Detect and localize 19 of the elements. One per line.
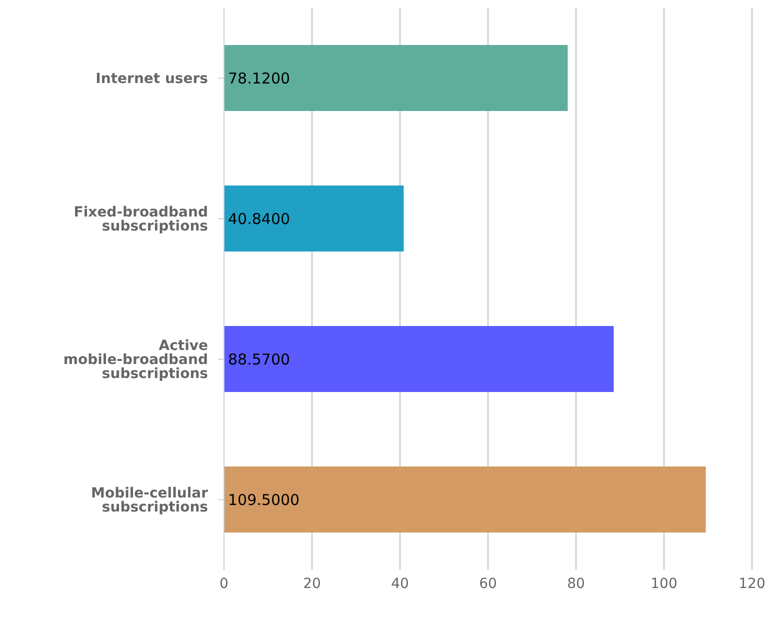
x-tick-label: 40 [391, 576, 409, 592]
y-tick-label: Internet users [96, 71, 208, 88]
bar [224, 45, 568, 111]
y-tick-label: Active mobile-broadband subscriptions [63, 338, 208, 382]
data-label: 78.1200 [228, 69, 290, 88]
x-tick-label: 100 [650, 576, 678, 592]
data-label: 88.5700 [228, 350, 290, 368]
x-tick-label: 20 [303, 576, 321, 592]
x-tick-label: 60 [479, 576, 497, 592]
y-tick-label: Fixed-broadband subscriptions [74, 204, 208, 235]
x-tick-label: 120 [738, 576, 766, 592]
x-tick-label: 80 [567, 576, 585, 592]
bar [224, 326, 614, 392]
data-label: 109.5000 [228, 490, 300, 509]
bar [224, 186, 404, 252]
data-label: 40.8400 [228, 210, 290, 228]
y-tick-label: Mobile-cellular subscriptions [91, 486, 208, 516]
x-tick-label: 0 [220, 576, 228, 592]
bar [224, 466, 706, 532]
